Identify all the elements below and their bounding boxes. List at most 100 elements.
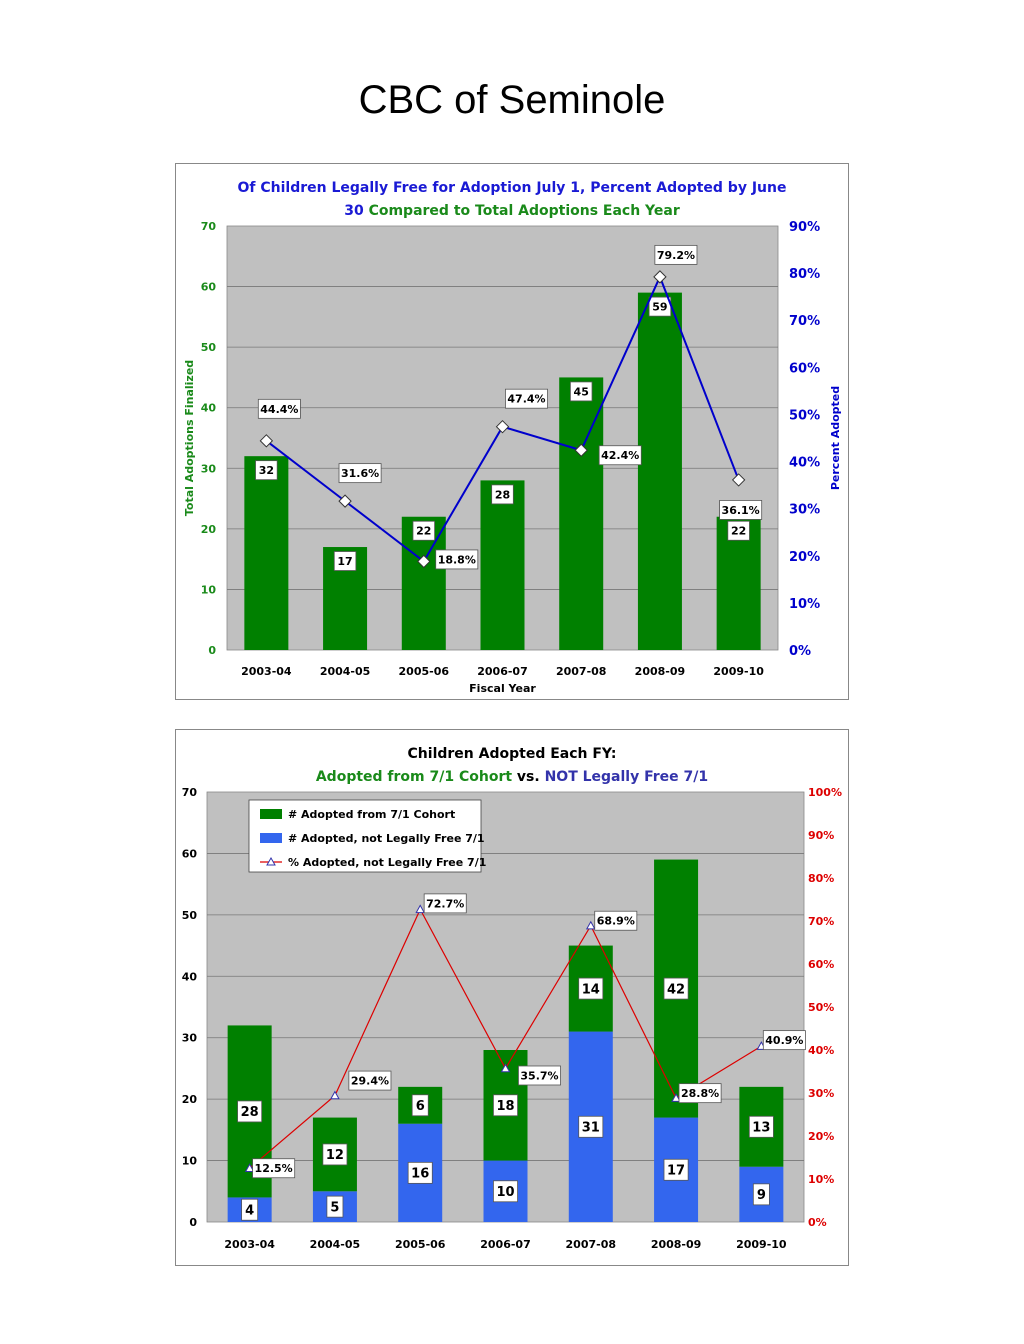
chart2-point-label: 35.7%: [518, 1065, 561, 1086]
chart1-bar-label-box: [412, 520, 436, 541]
chart2-bar-cohort-label-box: [493, 1094, 518, 1117]
chart1-x-tick: 2008-09: [635, 665, 686, 678]
chart2-bar-cohort-label-text: 42: [667, 982, 685, 997]
chart1-y2-tick: 10%: [789, 597, 820, 612]
chart1-x-axis-label: Fiscal Year: [469, 682, 536, 695]
chart2-bar-not-legally-free-label-text: 16: [411, 1167, 429, 1182]
chart2-bar-cohort-label-text: 13: [752, 1120, 770, 1135]
chart1-point-marker: [731, 473, 746, 487]
chart1-y-tick: 0: [208, 644, 216, 657]
chart1-point-label-text: 42.4%: [601, 449, 639, 462]
chart2-bar-cohort-label: 13: [748, 1115, 774, 1138]
chart1-bar: [244, 456, 289, 650]
chart1-point-marker: [653, 270, 667, 284]
chart2-title-part: vs.: [517, 769, 545, 785]
chart1-bar-label: 59: [648, 296, 672, 317]
chart1-point-label-text: 31.6%: [341, 467, 379, 480]
chart2-y-tick: 60: [182, 847, 198, 860]
chart2-point-marker: [671, 1093, 681, 1102]
chart2-bar-not-legally-free-label: 31: [578, 1115, 604, 1138]
chart2-bar-cohort-label: 28: [237, 1100, 263, 1123]
chart2-point-label-box: [252, 1158, 296, 1179]
chart1-bar-label: 22: [727, 520, 750, 541]
chart2-y-tick: 50: [182, 909, 198, 922]
chart2-point-label-box: [423, 893, 467, 914]
chart2-point-label-box: [762, 1030, 806, 1051]
chart2-bar-cohort-label-box: [578, 977, 604, 1000]
chart2-legend-label: % Adopted, not Legally Free 7/1: [288, 856, 486, 869]
chart2-point-label-text: 68.9%: [597, 915, 635, 928]
chart1-bar-label-text: 45: [574, 385, 589, 398]
chart1-y2-tick: 60%: [789, 361, 820, 376]
chart1-title-part: 30: [344, 203, 368, 219]
chart1-point-label: 47.4%: [505, 388, 548, 409]
chart2-bar-not-legally-free-label-text: 5: [330, 1200, 339, 1215]
chart2-y-tick: 20: [182, 1093, 198, 1106]
chart2-y-tick: 0: [189, 1216, 197, 1229]
chart1-bar: [480, 480, 525, 650]
chart2-point-label: 29.4%: [348, 1070, 392, 1091]
chart1-point-label: 36.1%: [719, 500, 763, 520]
chart1-x-tick: 2009-10: [713, 665, 764, 678]
chart2-bar-not-legally-free-label-text: 9: [757, 1188, 766, 1203]
chart1-bar-label-box: [569, 381, 593, 402]
chart1-point-label: 44.4%: [257, 398, 301, 419]
chart2-point-label: 28.8%: [678, 1083, 722, 1104]
chart1-bar-label: 28: [491, 484, 514, 505]
chart1-point-marker: [495, 419, 510, 434]
chart2-y2-tick: 50%: [808, 1001, 834, 1014]
chart2-bar-cohort-label-text: 28: [241, 1105, 259, 1120]
chart2-title-part: NOT Legally Free 7/1: [545, 769, 709, 785]
chart2-bar-cohort-label-box: [663, 977, 689, 1000]
chart2-point-label-box: [678, 1083, 722, 1104]
chart2-y2-tick: 30%: [808, 1087, 834, 1100]
chart2-point-label-text: 72.7%: [426, 897, 464, 910]
chart2-bar-not-legally-free-label-text: 31: [582, 1120, 600, 1135]
chart1-point-marker: [259, 434, 274, 448]
chart2-legend-swatch: [260, 809, 282, 819]
chart2-point-label: 68.9%: [594, 910, 638, 931]
chart1-bar-label-box: [491, 484, 514, 505]
chart1-y-tick: 50: [201, 341, 217, 354]
chart2-bar-cohort-label-text: 14: [582, 982, 600, 997]
chart1-x-tick: 2007-08: [556, 665, 607, 678]
chart1-point-label-text: 47.4%: [507, 393, 545, 406]
chart1-y-tick: 60: [201, 281, 217, 294]
chart2-bar-cohort-label-box: [322, 1143, 348, 1166]
chart1-y2-tick: 50%: [789, 408, 820, 423]
chart2-bar-not-legally-free-label-box: [493, 1180, 518, 1203]
chart1-bar-label: 45: [569, 381, 593, 402]
chart1-point-label: 18.8%: [435, 549, 479, 570]
chart2-bar-not-legally-free-label-box: [407, 1161, 433, 1184]
chart-adopted-each-fy-svg: Children Adopted Each FY: Adopted from 7/…: [182, 746, 842, 1251]
chart1-bar-label-box: [727, 520, 750, 541]
chart2-bar-not-legally-free-label-box: [578, 1115, 604, 1138]
chart1-point-label-box: [435, 549, 479, 570]
chart2-bar-cohort-label-text: 6: [416, 1099, 425, 1114]
chart2-bar-cohort-label: 18: [493, 1094, 518, 1117]
chart1-point-label-box: [719, 500, 763, 520]
chart1-y2-tick: 40%: [789, 456, 820, 471]
chart1-x-tick: 2006-07: [477, 665, 528, 678]
chart1-bar-label: 17: [333, 551, 357, 571]
chart1-title-line2: 30 Compared to Total Adoptions Each Year: [344, 203, 680, 219]
chart2-x-tick: 2008-09: [651, 1238, 702, 1251]
chart1-point-label-box: [654, 244, 698, 265]
chart2-bar-not-legally-free-label: 5: [326, 1195, 344, 1218]
chart2-point-marker: [500, 1063, 511, 1073]
chart1-x-tick: 2005-06: [399, 665, 450, 678]
chart2-point-marker: [244, 1163, 255, 1172]
chart2-point-label-box: [594, 910, 638, 931]
chart1-point-label-box: [338, 463, 382, 484]
chart1-y2-tick: 30%: [789, 503, 820, 518]
chart2-bar-cohort-label: 42: [663, 977, 689, 1000]
chart2-y2-tick: 90%: [808, 829, 834, 842]
chart1-bar-label: 32: [255, 460, 278, 481]
chart2-bar-cohort-label-text: 12: [326, 1148, 344, 1163]
chart2-bar-not-legally-free-label-box: [663, 1158, 689, 1181]
chart2-point-label-text: 28.8%: [681, 1087, 719, 1100]
chart2-bar-not-legally-free-label-text: 10: [496, 1185, 514, 1200]
chart2-x-tick: 2009-10: [736, 1238, 787, 1251]
chart1-y-tick: 40: [201, 402, 217, 415]
chart1-y-axis-label: Total Adoptions Finalized: [183, 360, 196, 516]
